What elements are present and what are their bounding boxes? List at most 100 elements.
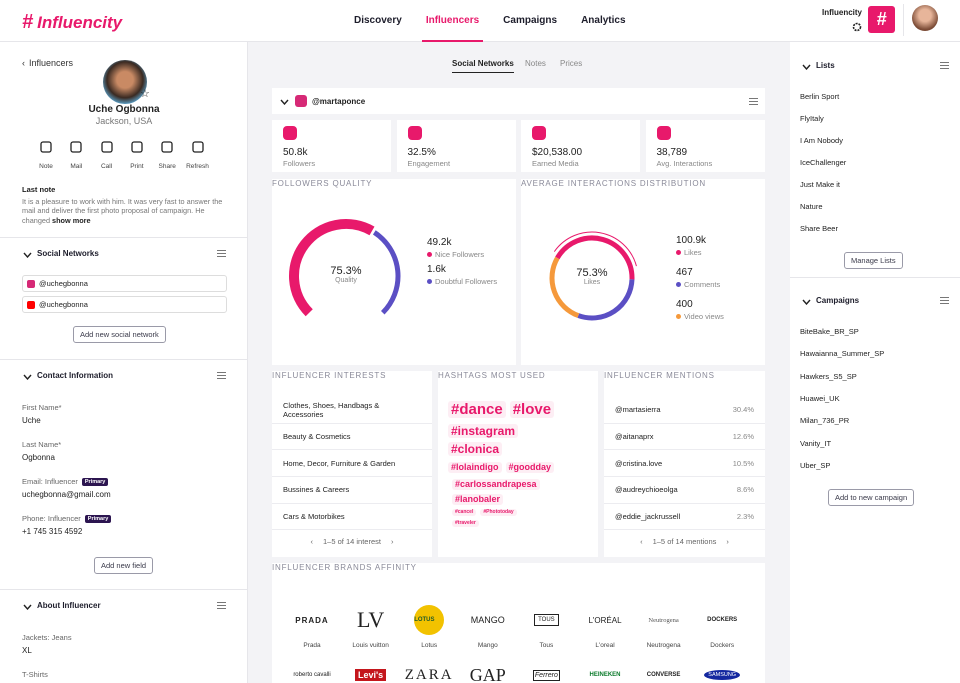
list-item[interactable]: Just Make it <box>800 180 841 189</box>
interest-row[interactable]: Bussines & Careers <box>272 477 432 504</box>
field-label: Email: Influencer Primary <box>22 477 109 486</box>
menu-icon[interactable] <box>749 98 758 105</box>
nav-item[interactable]: Influencers <box>421 0 484 42</box>
brand-logo[interactable]: MANGO <box>459 605 517 635</box>
list-item[interactable]: Nature <box>800 202 823 211</box>
workspace-icon[interactable]: # <box>868 6 895 33</box>
divider <box>903 4 904 36</box>
action-button[interactable]: Call <box>92 140 122 170</box>
hashtag[interactable]: #love <box>509 401 555 418</box>
tab[interactable]: Prices <box>560 59 583 68</box>
hashtag[interactable]: #goodday <box>505 462 555 473</box>
menu-icon[interactable] <box>940 297 949 304</box>
hashtag[interactable]: #lanobaler <box>452 494 504 505</box>
brand-logo[interactable]: LV <box>342 605 400 635</box>
action-button[interactable]: Refresh <box>183 140 213 170</box>
hashtag[interactable]: #lolaindigo <box>448 462 502 473</box>
hashtag[interactable]: #dance <box>448 401 506 418</box>
hashtag[interactable]: #carlossandrapesa <box>452 479 540 490</box>
nav-item[interactable]: Campaigns <box>503 15 558 26</box>
mention-row[interactable]: @aitanaprx 12.6% <box>604 424 765 451</box>
list-item[interactable]: I Am Nobody <box>800 136 843 145</box>
stat-value: 32.5% <box>407 147 436 158</box>
collapse-icon[interactable] <box>23 604 32 610</box>
action-button[interactable]: Print <box>122 140 152 170</box>
interest-row[interactable]: Cars & Motorbikes <box>272 504 432 531</box>
pager-prev[interactable]: ‹ <box>310 537 314 546</box>
mention-row[interactable]: @martasierra 30.4% <box>604 397 765 424</box>
list-item[interactable]: Vanity_IT <box>800 438 832 448</box>
mention-row[interactable]: @cristina.love 10.5% <box>604 450 765 478</box>
collapse-icon[interactable] <box>23 374 32 380</box>
brand-logo[interactable]: TOUS <box>517 605 575 635</box>
brand-logo[interactable]: HEINEKEN <box>576 663 634 683</box>
brand-logo[interactable]: SAMSUNG <box>693 663 751 683</box>
list-item[interactable]: Milan_736_PR <box>800 416 850 426</box>
stat-label: Avg. Interactions <box>656 159 713 168</box>
brand-logo[interactable]: Ferrero <box>517 663 575 683</box>
action-button[interactable]: Share <box>152 140 182 170</box>
mention-row[interactable]: @audreychioeolga 8.6% <box>604 477 765 504</box>
pager-prev[interactable]: ‹ <box>640 537 643 546</box>
pager-next[interactable]: › <box>390 537 394 546</box>
panel-button[interactable]: Manage Lists <box>844 252 903 269</box>
add-network-button[interactable]: Add new social network <box>73 326 166 343</box>
collapse-icon[interactable] <box>23 252 32 258</box>
logo[interactable]: # Influencity <box>22 11 122 34</box>
menu-icon[interactable] <box>940 62 949 69</box>
hashtag[interactable]: #cancel <box>452 509 477 516</box>
hashtag[interactable]: #clonica <box>448 442 503 456</box>
brand-logo[interactable]: roberto cavalli <box>283 663 341 683</box>
hashtag[interactable]: #Phototoday <box>480 509 517 516</box>
panel-button[interactable]: Add to new campaign <box>828 489 915 507</box>
interest-row[interactable]: Clothes, Shoes, Handbags & Accessories <box>272 397 432 424</box>
tab[interactable]: Notes <box>525 59 546 68</box>
brand-logo[interactable]: CONVERSE <box>635 663 693 683</box>
collapse-icon[interactable] <box>802 299 811 305</box>
menu-icon[interactable] <box>217 602 226 609</box>
list-item[interactable]: Hawkers_S5_SP <box>800 371 857 381</box>
menu-icon[interactable] <box>217 372 226 379</box>
list-item[interactable]: Share Beer <box>800 224 838 233</box>
collapse-icon[interactable] <box>280 99 289 105</box>
nav-item[interactable]: Discovery <box>354 15 402 26</box>
favorite-star[interactable]: ☆ <box>140 88 150 100</box>
list-item[interactable]: Huawei_UK <box>800 393 840 403</box>
menu-icon[interactable] <box>217 250 226 257</box>
list-item[interactable]: Hawaianna_Summer_SP <box>800 349 885 359</box>
action-button[interactable]: Note <box>31 140 61 170</box>
back-link[interactable]: ‹ Influencers <box>22 58 73 68</box>
collapse-icon[interactable] <box>802 64 811 70</box>
account-name[interactable]: Influencity <box>822 8 863 17</box>
brand-logo[interactable]: Levi's <box>342 663 400 683</box>
mention-row[interactable]: @eddie_jackrussell 2.3% <box>604 504 765 531</box>
brand-logo[interactable]: GAP <box>459 663 517 683</box>
hashtag[interactable]: #instagram <box>448 424 519 438</box>
list-item[interactable]: BiteBake_BR_SP <box>800 327 859 336</box>
list-item[interactable]: Berlin Sport <box>800 92 840 101</box>
brand-logo[interactable]: L'ORÉAL <box>576 605 634 635</box>
action-button[interactable]: Mail <box>61 140 91 170</box>
user-avatar[interactable] <box>912 5 938 31</box>
social-account[interactable]: @uchegbonna <box>22 296 227 313</box>
brand-logo[interactable]: PRADA <box>283 605 341 635</box>
brand-logo[interactable]: ZARA <box>400 663 458 683</box>
brand-logo[interactable]: LOTUS <box>400 605 458 635</box>
list-item[interactable]: IceChallenger <box>800 158 847 167</box>
brand-logo[interactable]: Neutrogena <box>635 605 693 635</box>
nav-item[interactable]: Analytics <box>581 15 626 26</box>
add-field-button[interactable]: Add new field <box>94 557 154 574</box>
list-item[interactable]: Uber_SP <box>800 460 831 470</box>
brand-logo[interactable]: DOCKERS <box>693 605 751 635</box>
settings-icon[interactable] <box>852 22 862 32</box>
interest-row[interactable]: Beauty & Cosmetics <box>272 424 432 451</box>
hashtag[interactable]: #traveler <box>452 520 479 527</box>
tab[interactable]: Social Networks <box>452 59 514 73</box>
social-account[interactable]: @uchegbonna <box>22 275 227 292</box>
field-label-text: Email: Influencer <box>22 477 78 486</box>
interest-row[interactable]: Home, Decor, Furniture & Garden <box>272 450 432 478</box>
list-item[interactable]: FlyItaly <box>800 114 824 123</box>
action-label: Note <box>39 163 53 170</box>
show-more[interactable]: show more <box>52 215 91 225</box>
pager-next[interactable]: › <box>726 537 729 546</box>
